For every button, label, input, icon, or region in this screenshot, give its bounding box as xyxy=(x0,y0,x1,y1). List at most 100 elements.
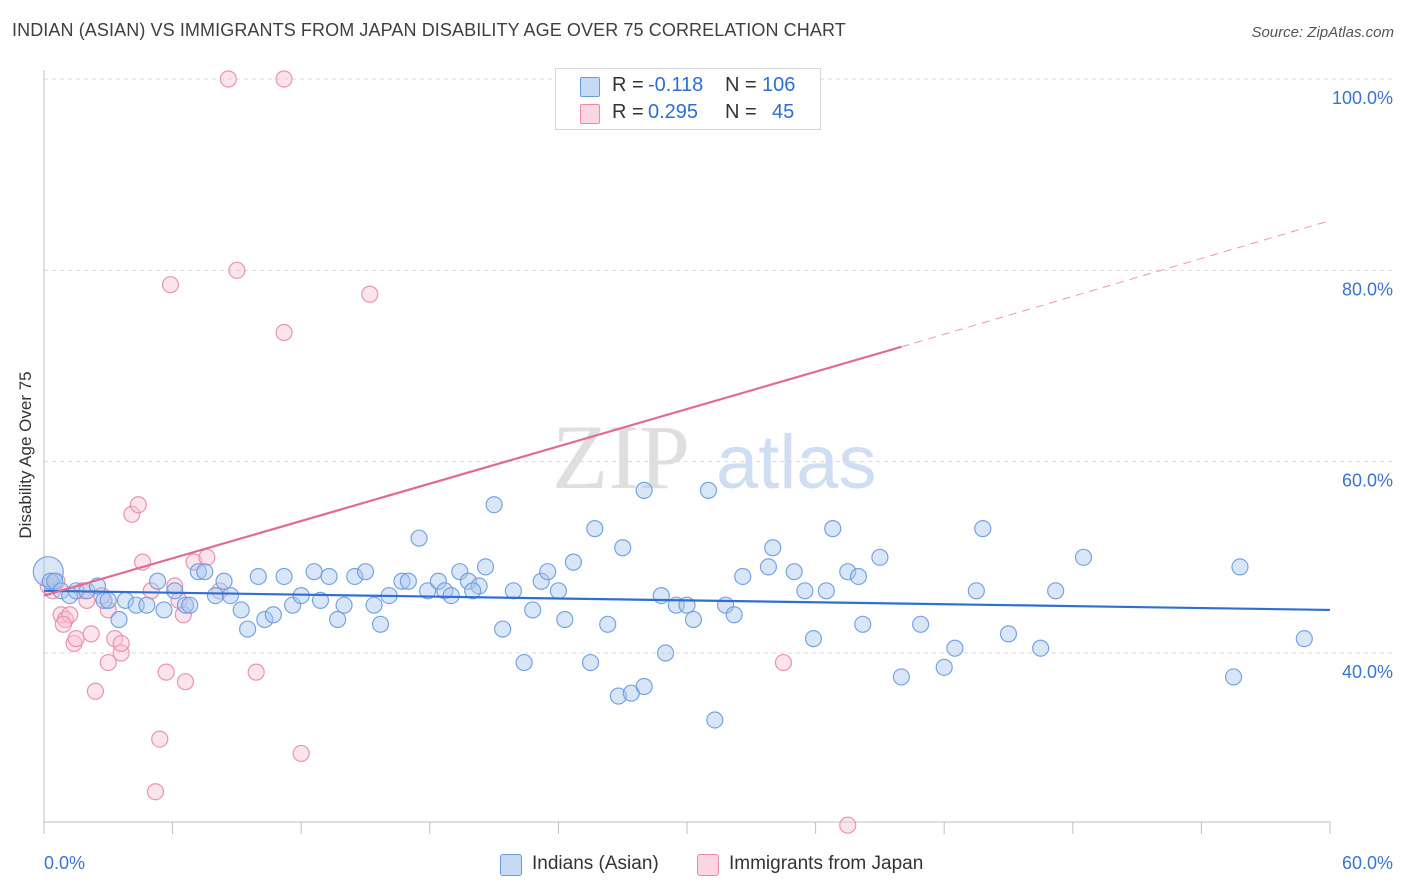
trendline-immigrants-japan-extension xyxy=(901,220,1331,348)
point-immigrants-japan xyxy=(161,276,180,294)
point-indians-asian xyxy=(999,625,1018,643)
series-indians-asian xyxy=(32,481,1313,729)
point-indians-asian xyxy=(399,572,417,590)
legend-swatch-blue xyxy=(500,854,522,876)
point-indians-asian xyxy=(138,596,156,614)
point-indians-asian xyxy=(365,596,383,614)
point-indians-asian xyxy=(652,586,670,605)
point-indians-asian xyxy=(249,567,267,586)
point-indians-asian xyxy=(494,620,512,638)
point-indians-asian xyxy=(1074,548,1093,566)
point-indians-asian xyxy=(176,596,195,614)
point-indians-asian xyxy=(335,596,353,614)
point-immigrants-japan xyxy=(99,653,117,672)
point-immigrants-japan xyxy=(112,634,130,653)
point-indians-asian xyxy=(532,572,550,590)
point-indians-asian xyxy=(706,711,724,729)
legend-swatch-pink xyxy=(697,854,719,876)
point-indians-asian xyxy=(1224,668,1243,686)
point-immigrants-japan xyxy=(198,548,216,566)
point-immigrants-japan xyxy=(275,70,293,88)
point-indians-asian xyxy=(549,582,568,600)
point-indians-asian xyxy=(586,520,604,538)
point-indians-asian xyxy=(817,582,835,600)
point-indians-asian xyxy=(635,677,653,696)
point-immigrants-japan xyxy=(67,630,85,648)
point-indians-asian xyxy=(320,567,338,586)
point-indians-asian xyxy=(614,539,632,557)
point-indians-asian xyxy=(759,558,778,576)
point-indians-asian xyxy=(232,601,250,619)
point-immigrants-japan xyxy=(839,816,857,834)
y-tick-label: 40.0% xyxy=(1342,662,1393,682)
legend-swatch-pink xyxy=(580,104,600,124)
point-indians-asian xyxy=(564,553,583,571)
point-indians-asian xyxy=(346,567,364,586)
point-indians-asian xyxy=(393,572,411,590)
point-indians-asian xyxy=(284,596,302,614)
tick-labels: 40.0% 60.0% 80.0% 100.0% 0.0% 60.0% xyxy=(44,88,1393,873)
point-indians-asian xyxy=(581,653,600,672)
point-indians-asian xyxy=(912,615,930,633)
point-indians-asian xyxy=(256,610,274,629)
point-indians-asian xyxy=(1047,582,1065,600)
point-indians-asian xyxy=(1032,639,1050,657)
source-note: Source: ZipAtlas.com xyxy=(1251,24,1394,41)
point-indians-asian xyxy=(155,601,173,619)
point-indians-asian xyxy=(796,582,814,600)
legend-r-label: R = xyxy=(612,101,644,123)
point-indians-asian xyxy=(725,606,743,624)
point-immigrants-japan xyxy=(151,730,169,748)
point-indians-asian xyxy=(609,687,628,705)
point-indians-asian xyxy=(764,539,782,557)
point-indians-asian xyxy=(504,582,522,600)
legend-r-label: R = xyxy=(612,74,644,96)
point-indians-asian xyxy=(656,644,675,662)
point-indians-asian xyxy=(935,658,953,676)
point-indians-asian xyxy=(974,520,992,538)
point-indians-asian xyxy=(1295,630,1313,648)
point-immigrants-japan xyxy=(86,682,105,700)
point-indians-asian xyxy=(305,563,323,581)
legend-label-indians: Indians (Asian) xyxy=(532,853,659,874)
point-indians-asian xyxy=(684,610,703,629)
chart-title: INDIAN (ASIAN) VS IMMIGRANTS FROM JAPAN … xyxy=(12,20,846,40)
point-indians-asian xyxy=(515,653,533,672)
point-indians-asian xyxy=(148,572,167,590)
point-immigrants-japan xyxy=(82,625,100,643)
point-immigrants-japan xyxy=(123,505,141,523)
point-indians-asian xyxy=(524,601,542,619)
point-immigrants-japan xyxy=(146,783,165,801)
series-legend: Indians (Asian) Immigrants from Japan xyxy=(0,852,1406,878)
point-immigrants-japan xyxy=(219,70,237,88)
point-indians-asian xyxy=(221,586,240,605)
point-indians-asian xyxy=(464,582,482,600)
point-indians-asian xyxy=(429,572,447,590)
point-indians-asian xyxy=(166,582,184,600)
point-indians-asian xyxy=(419,582,437,600)
point-indians-asian xyxy=(196,563,214,581)
point-indians-asian xyxy=(264,606,282,624)
legend-n-value: 45 xyxy=(772,101,795,123)
point-immigrants-japan xyxy=(774,653,793,672)
legend-label-japan: Immigrants from Japan xyxy=(729,853,924,874)
point-indians-asian xyxy=(110,610,128,629)
x-tick-label: 60.0% xyxy=(1342,853,1393,873)
point-immigrants-japan xyxy=(185,553,203,571)
point-indians-asian xyxy=(239,620,257,638)
point-immigrants-japan xyxy=(228,261,246,279)
point-indians-asian xyxy=(839,563,857,581)
point-immigrants-japan xyxy=(129,496,147,514)
axes xyxy=(43,70,1331,834)
point-indians-asian xyxy=(539,563,557,581)
point-indians-asian xyxy=(849,567,868,586)
point-indians-asian xyxy=(99,591,117,609)
point-indians-asian xyxy=(946,639,964,657)
point-immigrants-japan xyxy=(54,615,72,633)
point-indians-asian xyxy=(556,610,574,629)
point-indians-asian xyxy=(734,567,752,586)
point-immigrants-japan xyxy=(292,744,310,763)
point-immigrants-japan xyxy=(61,606,79,624)
y-tick-label: 100.0% xyxy=(1332,88,1393,108)
point-indians-asian xyxy=(967,582,985,600)
